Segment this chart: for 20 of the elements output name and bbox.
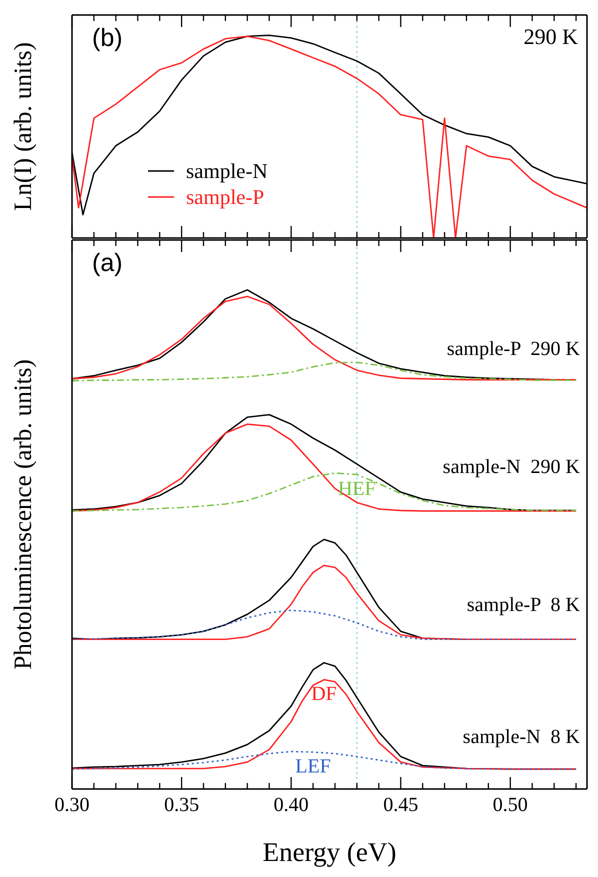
annotation: (b) <box>92 24 123 52</box>
annotation: 290 K <box>524 24 578 49</box>
x-tick-label: 0.45 <box>383 794 418 816</box>
x-axis-title: Energy (eV) <box>262 837 396 867</box>
annotation: sample-N 290 K <box>442 456 580 478</box>
annotation: HEF <box>338 478 376 500</box>
annotation: LEF <box>295 755 331 778</box>
x-tick-label: 0.35 <box>164 794 200 816</box>
legend-label: sample-N <box>186 158 268 184</box>
x-tick-label: 0.40 <box>274 794 309 816</box>
x-tick-label: 0.30 <box>54 794 90 816</box>
annotation: sample-P 8 K <box>466 594 580 616</box>
annotation: DF <box>311 682 337 705</box>
y-axis-title: Photoluminescence (arb. units) <box>10 359 37 670</box>
y-axis-title: Ln(I) (arb. units) <box>10 42 37 211</box>
x-tick-label: 0.50 <box>492 794 528 816</box>
annotation: sample-N 8 K <box>462 726 580 748</box>
legend-label: sample-P <box>186 184 264 210</box>
annotation: sample-P 290 K <box>446 338 580 360</box>
text: (a) <box>92 249 123 277</box>
